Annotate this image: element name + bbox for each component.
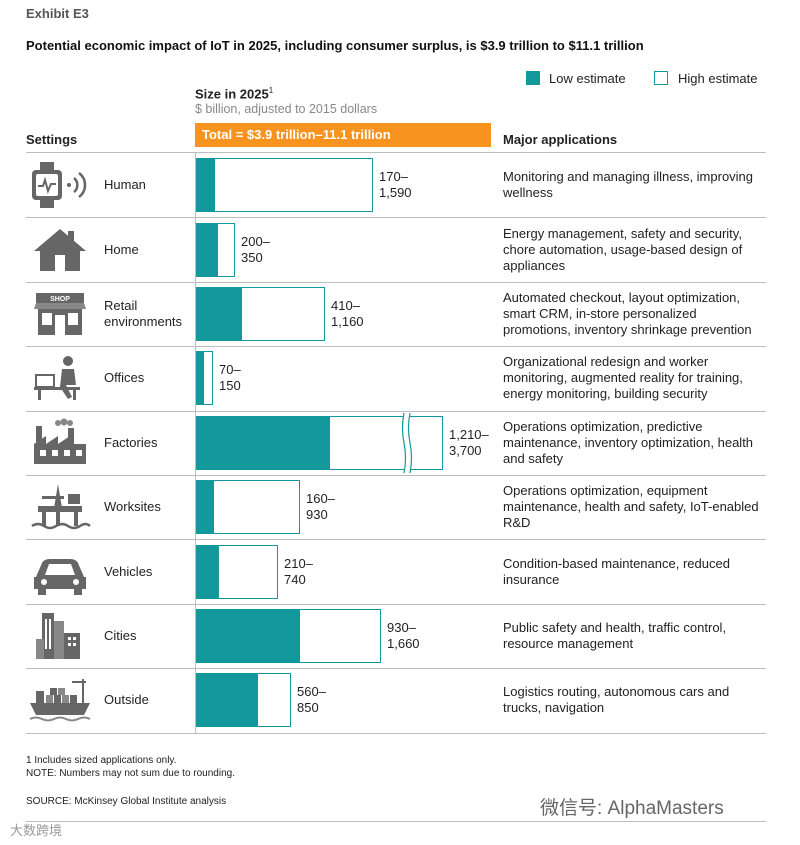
- legend-high-label: High estimate: [678, 71, 758, 86]
- row-divider: [26, 604, 766, 605]
- bar-value-label: 70– 150: [219, 362, 241, 394]
- size-units: $ billion, adjusted to 2015 dollars: [195, 102, 378, 116]
- bar-low-estimate: [196, 416, 330, 470]
- value-high: 1,590: [379, 185, 412, 200]
- bar-value-label: 170– 1,590: [379, 169, 412, 201]
- legend-low-swatch: [526, 71, 540, 85]
- bar-value-label: 1,210– 3,700: [449, 427, 489, 459]
- bar-low-estimate: [196, 351, 204, 405]
- value-high: 930: [306, 507, 328, 522]
- value-high: 3,700: [449, 443, 482, 458]
- application-text: Automated checkout, layout optimization,…: [503, 290, 752, 337]
- bar-value-label: 560– 850: [297, 684, 326, 716]
- row-divider: [26, 475, 766, 476]
- source-note: SOURCE: McKinsey Global Institute analys…: [26, 796, 227, 807]
- header-divider: [26, 152, 766, 153]
- row-divider: [26, 539, 766, 540]
- setting-label: Factories: [104, 435, 158, 450]
- value-high: 850: [297, 700, 319, 715]
- value-low: 560–: [297, 684, 326, 699]
- application-text: Organizational redesign and worker monit…: [503, 354, 743, 401]
- chart-axis: [195, 152, 196, 733]
- factory-icon: [28, 418, 92, 468]
- value-high: 740: [284, 572, 306, 587]
- value-low: 70–: [219, 362, 241, 377]
- axis-break-mark: [401, 413, 413, 473]
- applications-header: Major applications: [503, 132, 618, 147]
- bar-value-label: 930– 1,660: [387, 620, 420, 652]
- bar-value-label: 210– 740: [284, 556, 313, 588]
- row-divider: [26, 282, 766, 283]
- size-label: Size in 20251: [195, 86, 274, 102]
- corner-watermark: 大数跨境: [10, 823, 63, 838]
- value-high: 1,660: [387, 636, 420, 651]
- value-low: 200–: [241, 234, 270, 249]
- office-worker-icon: [28, 353, 92, 403]
- setting-label: Home: [104, 242, 139, 257]
- rounding-note: NOTE: Numbers may not sum due to roundin…: [26, 768, 235, 779]
- row-divider: [26, 217, 766, 218]
- row-divider: [26, 411, 766, 412]
- shop-icon: SHOP: [28, 289, 92, 339]
- bar-low-estimate: [196, 545, 219, 599]
- wechat-watermark: 微信号: AlphaMasters: [540, 798, 724, 819]
- setting-label: Human: [104, 177, 146, 192]
- settings-header: Settings: [26, 132, 78, 147]
- house-icon: [28, 225, 92, 275]
- bottom-divider: [26, 733, 766, 734]
- bar-value-label: 160– 930: [306, 491, 335, 523]
- bar-low-estimate: [196, 158, 215, 212]
- bar-low-estimate: [196, 480, 214, 534]
- bar-value-label: 200– 350: [241, 234, 270, 266]
- application-text: Operations optimization, predictive main…: [503, 419, 754, 466]
- bar-low-estimate: [196, 223, 218, 277]
- bar-low-estimate: [196, 609, 300, 663]
- legend-high-swatch: [654, 71, 668, 85]
- city-buildings-icon: [28, 611, 92, 661]
- value-low: 1,210–: [449, 427, 489, 442]
- bar-high-estimate: [196, 158, 373, 212]
- smartwatch-icon: [28, 160, 92, 210]
- car-icon: [28, 547, 92, 597]
- value-high: 150: [219, 378, 241, 393]
- application-text: Public safety and health, traffic contro…: [503, 620, 727, 651]
- setting-label: Cities: [104, 628, 137, 643]
- application-text: Logistics routing, autonomous cars and t…: [503, 684, 730, 715]
- application-text: Monitoring and managing illness, improvi…: [503, 169, 754, 200]
- setting-label: Outside: [104, 692, 149, 707]
- setting-label: Offices: [104, 370, 145, 385]
- legend-low-label: Low estimate: [549, 71, 626, 86]
- value-low: 160–: [306, 491, 335, 506]
- bar-low-estimate: [196, 287, 242, 341]
- chart-title: Potential economic impact of IoT in 2025…: [26, 38, 644, 53]
- bar-value-label: 410– 1,160: [331, 298, 364, 330]
- application-text: Energy management, safety and security, …: [503, 226, 743, 273]
- bar-low-estimate: [196, 673, 258, 727]
- footer-divider: [26, 821, 766, 822]
- value-high: 1,160: [331, 314, 364, 329]
- cargo-ship-icon: [28, 675, 92, 725]
- value-low: 410–: [331, 298, 360, 313]
- application-text: Condition-based maintenance, reduced ins…: [503, 556, 730, 587]
- value-low: 930–: [387, 620, 416, 635]
- shop-icon-text: SHOP: [50, 296, 70, 303]
- setting-label: Retail environments: [104, 298, 183, 329]
- footnote: 1 Includes sized applications only.: [26, 755, 177, 766]
- row-divider: [26, 668, 766, 669]
- total-banner: Total = $3.9 trillion–11.1 trillion: [195, 123, 491, 147]
- row-divider: [26, 346, 766, 347]
- value-low: 170–: [379, 169, 408, 184]
- value-low: 210–: [284, 556, 313, 571]
- setting-label: Vehicles: [104, 564, 153, 579]
- exhibit-label: Exhibit E3: [26, 6, 89, 21]
- application-text: Operations optimization, equipment maint…: [503, 483, 759, 530]
- oil-rig-icon: [28, 482, 92, 532]
- value-high: 350: [241, 250, 263, 265]
- setting-label: Worksites: [104, 499, 161, 514]
